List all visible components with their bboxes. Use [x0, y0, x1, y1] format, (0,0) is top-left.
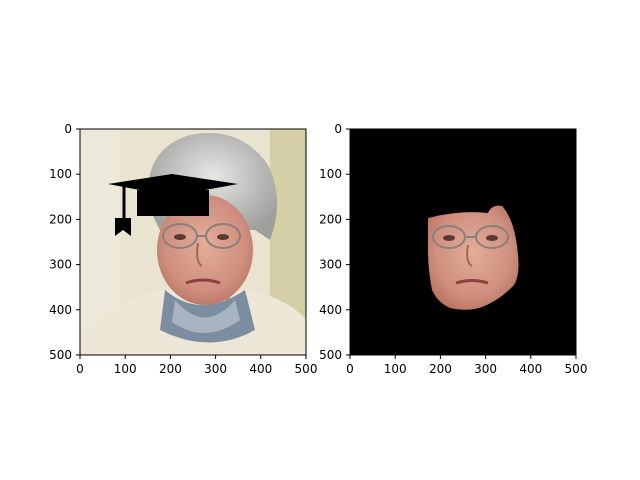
- left-xtick-label: 200: [159, 362, 182, 376]
- left-ytick-label: 300: [49, 258, 72, 272]
- left-axes-frame: [79, 128, 307, 356]
- left-xtick-label: 500: [295, 362, 318, 376]
- left-ytick-label: 400: [49, 303, 72, 317]
- right-image: [350, 129, 576, 355]
- left-ytick-label: 200: [49, 212, 72, 226]
- graduation-cap-icon: [108, 174, 238, 236]
- right-ytick-label: 400: [319, 303, 342, 317]
- right-ytick-label: 500: [319, 348, 342, 362]
- left-xtick-label: 100: [114, 362, 137, 376]
- right-xtick-label: 200: [429, 362, 452, 376]
- right-ytick-label: 100: [319, 167, 342, 181]
- left-ytick-label: 500: [49, 348, 72, 362]
- left-xtick-label: 400: [249, 362, 272, 376]
- left-image: [80, 129, 306, 355]
- right-xtick-label: 0: [346, 362, 354, 376]
- right-ytick-label: 0: [334, 122, 342, 136]
- right-xtick-label: 100: [384, 362, 407, 376]
- left-xtick-label: 0: [76, 362, 84, 376]
- right-xtick-label: 500: [565, 362, 588, 376]
- left-xtick-label: 300: [204, 362, 227, 376]
- right-ytick-label: 300: [319, 258, 342, 272]
- left-ytick-label: 0: [64, 122, 72, 136]
- left-ytick-label: 100: [49, 167, 72, 181]
- right-xtick-label: 300: [474, 362, 497, 376]
- right-xtick-label: 400: [519, 362, 542, 376]
- right-ytick-label: 200: [319, 212, 342, 226]
- right-axes-frame: [349, 128, 577, 356]
